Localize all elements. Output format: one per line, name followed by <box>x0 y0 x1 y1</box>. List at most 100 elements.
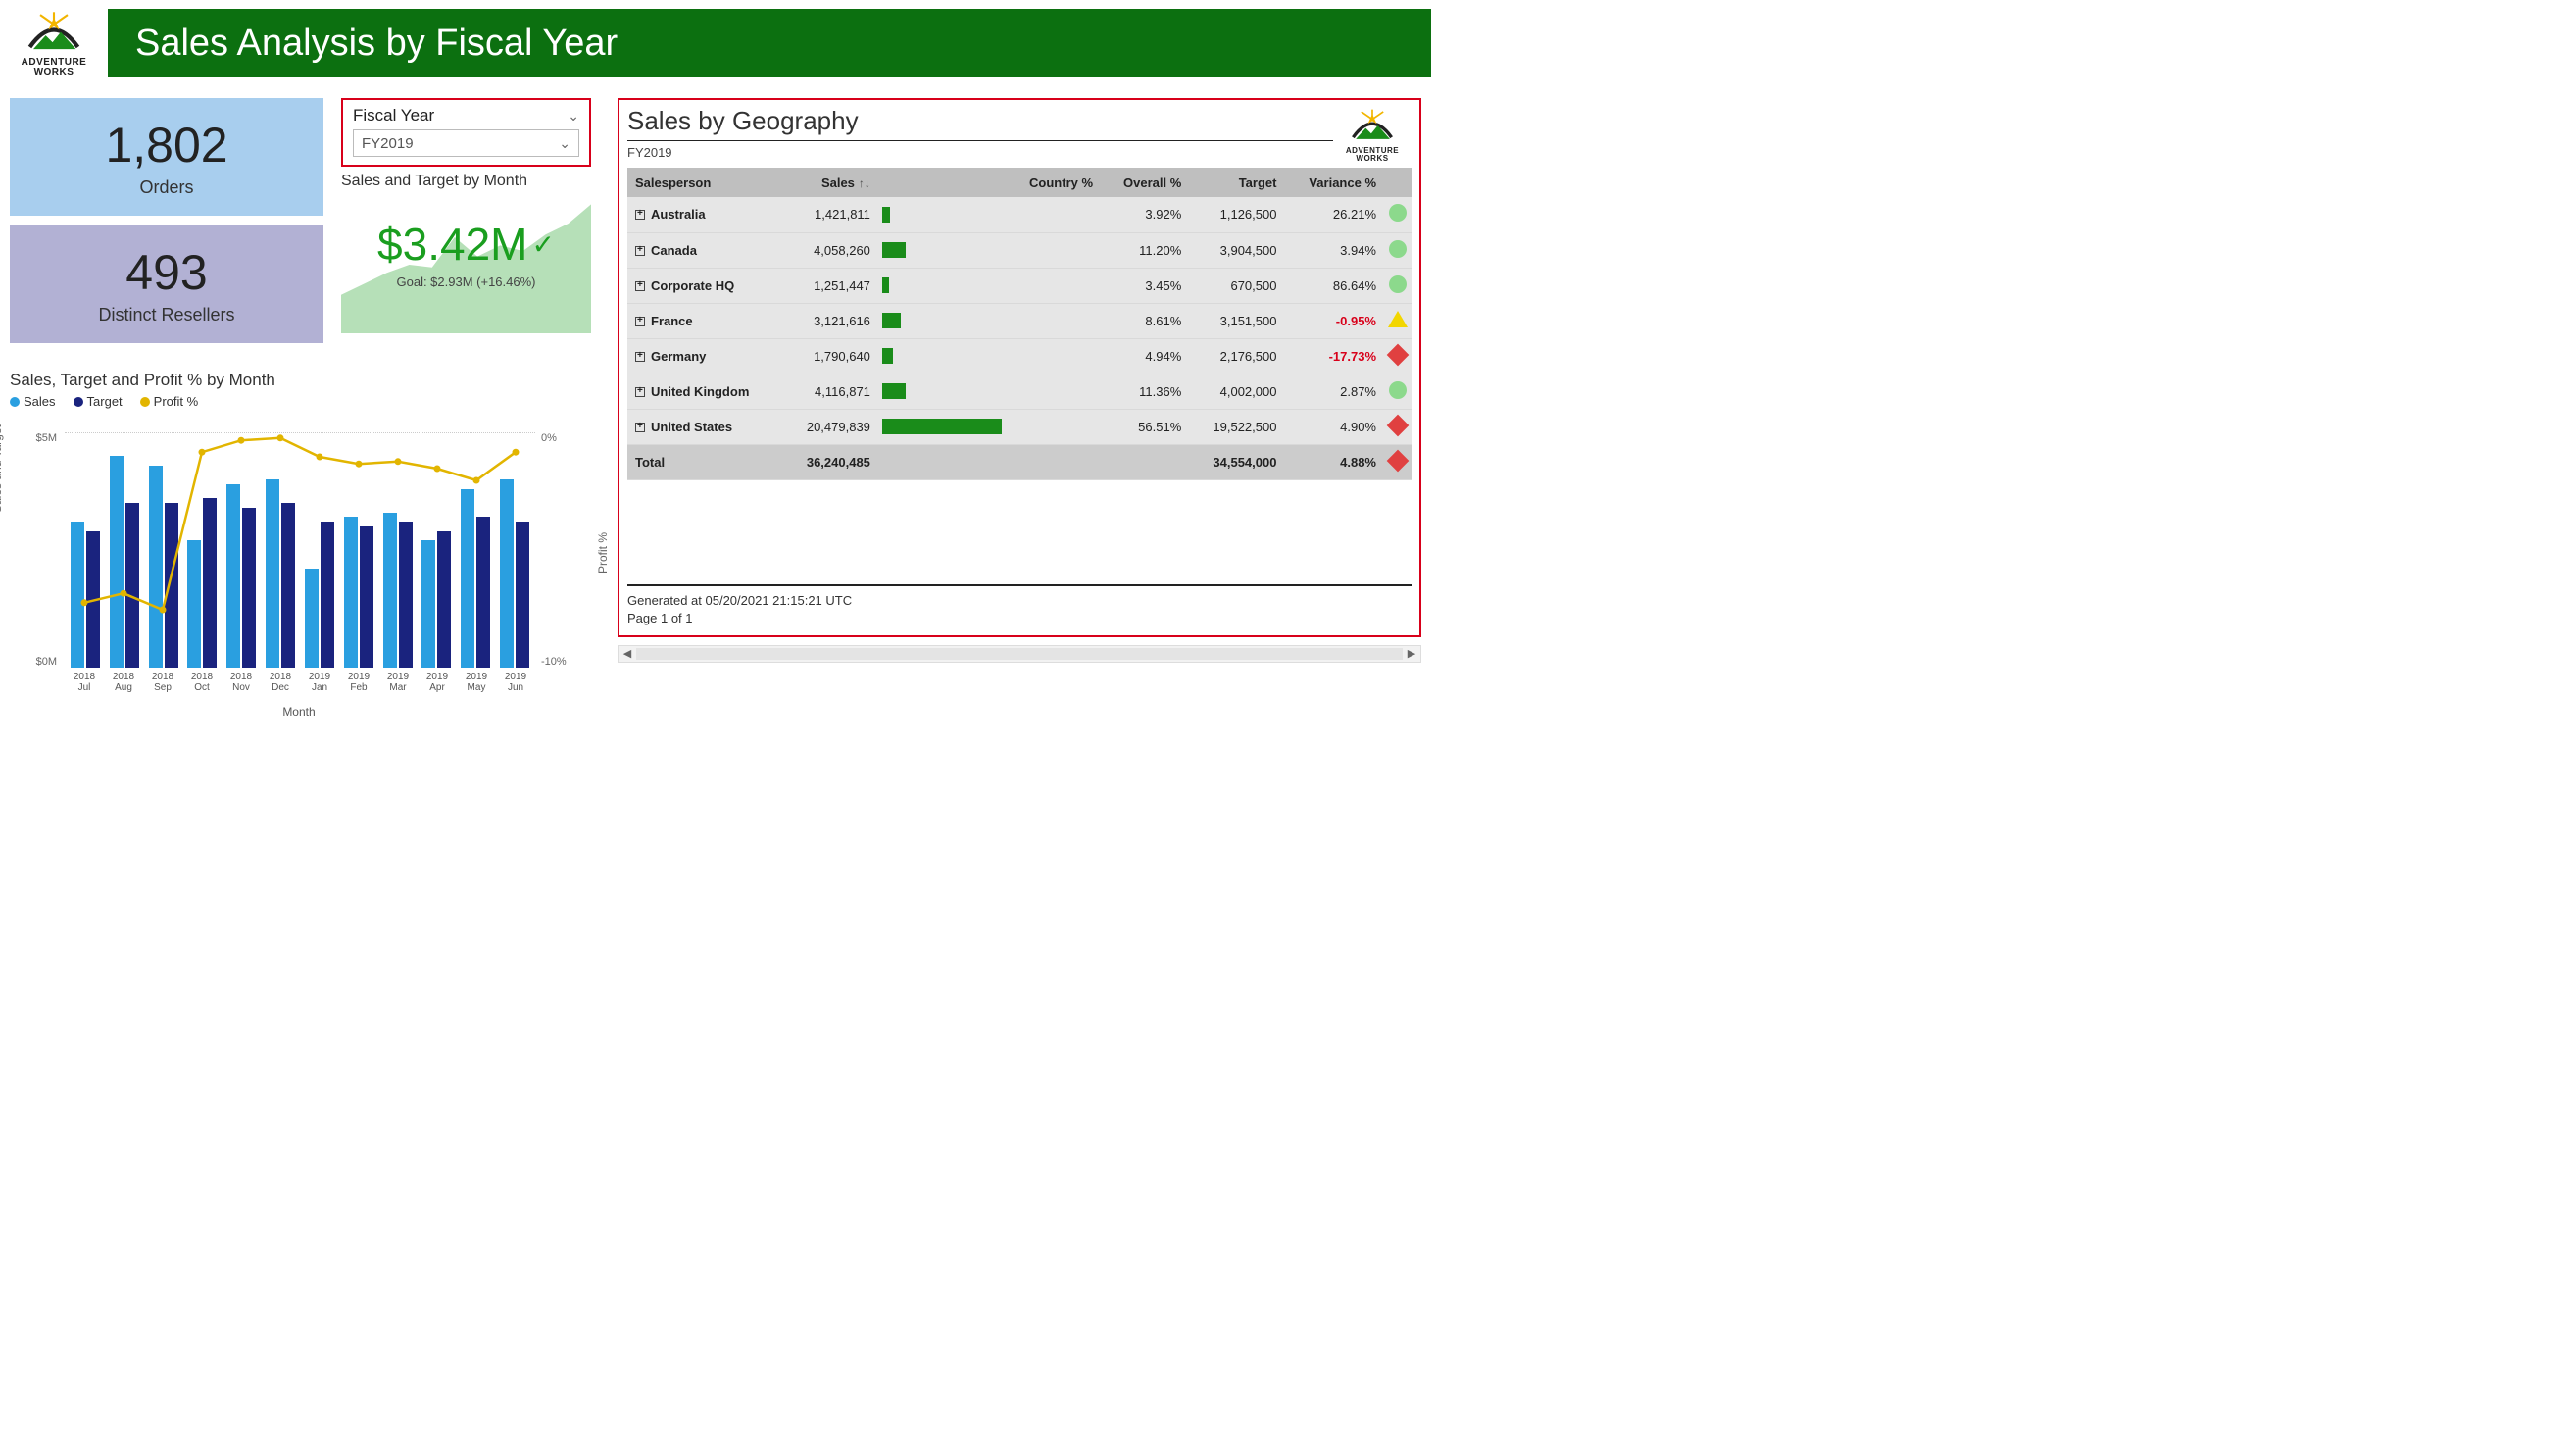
x-tick-label: 2018Sep <box>143 672 182 693</box>
chevron-down-icon[interactable]: ⌄ <box>559 135 570 152</box>
expand-icon[interactable] <box>635 423 645 432</box>
chevron-down-icon[interactable]: ⌄ <box>568 108 579 125</box>
matrix-total-row: Total 36,240,485 34,554,000 4.88% <box>627 444 1412 479</box>
expand-icon[interactable] <box>635 317 645 326</box>
scrollbar-thumb[interactable] <box>636 648 1403 660</box>
target-bar[interactable] <box>437 531 451 668</box>
slicer-label: Fiscal Year <box>353 106 434 125</box>
legend-profit-dot <box>140 397 150 407</box>
kpi-value: $3.42M <box>377 218 527 271</box>
expand-icon[interactable] <box>635 281 645 291</box>
card-distinct-resellers[interactable]: 493 Distinct Resellers <box>10 225 323 343</box>
bar-group[interactable] <box>498 479 531 668</box>
expand-icon[interactable] <box>635 387 645 397</box>
geography-matrix[interactable]: Salesperson Sales↑↓ Country % Overall % … <box>627 168 1412 480</box>
matrix-row[interactable]: France 3,121,616 8.61% 3,151,500 -0.95% <box>627 303 1412 338</box>
sales-bar[interactable] <box>383 513 397 668</box>
x-tick-label: 2018Dec <box>261 672 300 693</box>
sales-by-geography-visual[interactable]: Sales by Geography FY2019 ADVENTUREWORKS <box>618 98 1421 637</box>
brand-logo-small: ADVENTUREWORKS <box>1333 106 1412 163</box>
target-bar[interactable] <box>86 531 100 668</box>
matrix-row[interactable]: United States 20,479,839 56.51% 19,522,5… <box>627 409 1412 444</box>
orders-label: Orders <box>139 177 193 198</box>
sales-bar[interactable] <box>500 479 514 668</box>
col-target[interactable]: Target <box>1189 168 1284 197</box>
y-left-ticks: $5M $0M <box>27 432 57 668</box>
legend-profit: Profit % <box>154 394 199 409</box>
bar-group[interactable] <box>185 498 219 668</box>
sales-bar[interactable] <box>266 479 279 668</box>
col-overall-pct[interactable]: Overall % <box>1101 168 1189 197</box>
target-bar[interactable] <box>203 498 217 668</box>
expand-icon[interactable] <box>635 246 645 256</box>
y-left-axis-label: Sales and Target <box>0 424 4 513</box>
sales-bar[interactable] <box>110 456 124 668</box>
bar-group[interactable] <box>459 489 492 668</box>
combo-chart[interactable]: Sales and Target Profit % $5M $0M 0% -10… <box>10 415 588 728</box>
col-variance-pct[interactable]: Variance % <box>1284 168 1384 197</box>
legend-sales-dot <box>10 397 20 407</box>
expand-icon[interactable] <box>635 352 645 362</box>
combo-chart-title: Sales, Target and Profit % by Month <box>10 371 598 390</box>
scroll-left-icon[interactable]: ◀ <box>619 646 636 662</box>
expand-icon[interactable] <box>635 210 645 220</box>
col-sales[interactable]: Sales↑↓ <box>783 168 878 197</box>
bar-group[interactable] <box>420 531 453 668</box>
fiscal-year-slicer[interactable]: Fiscal Year ⌄ FY2019 ⌄ <box>341 98 591 167</box>
target-bar[interactable] <box>476 517 490 668</box>
bar-group[interactable] <box>147 466 180 668</box>
target-bar[interactable] <box>165 503 178 668</box>
sales-sparkbar <box>882 242 906 258</box>
bar-group[interactable] <box>381 513 415 668</box>
sales-sparkbar <box>882 419 1002 434</box>
horizontal-scrollbar[interactable]: ◀ ▶ <box>618 645 1421 663</box>
x-tick-label: 2019Jan <box>300 672 339 693</box>
sales-bar[interactable] <box>187 540 201 668</box>
sales-sparkbar <box>882 277 889 293</box>
matrix-row[interactable]: Canada 4,058,260 11.20% 3,904,500 3.94% <box>627 232 1412 268</box>
x-tick-label: 2018Jul <box>65 672 104 693</box>
geo-title: Sales by Geography <box>627 106 1333 136</box>
bar-group[interactable] <box>342 517 375 668</box>
card-orders[interactable]: 1,802 Orders <box>10 98 323 216</box>
sort-icon: ↑↓ <box>859 176 870 190</box>
matrix-row[interactable]: United Kingdom 4,116,871 11.36% 4,002,00… <box>627 374 1412 409</box>
sales-bar[interactable] <box>344 517 358 668</box>
sales-bar[interactable] <box>461 489 474 668</box>
bar-group[interactable] <box>69 522 102 668</box>
legend-target-dot <box>74 397 83 407</box>
target-bar[interactable] <box>125 503 139 668</box>
bar-group[interactable] <box>224 484 258 668</box>
brand-logo: ADVENTUREWORKS <box>0 0 108 86</box>
col-country-pct[interactable]: Country % <box>1006 168 1101 197</box>
y-right-ticks: 0% -10% <box>541 432 576 668</box>
target-bar[interactable] <box>516 522 529 668</box>
kpi-title: Sales and Target by Month <box>341 173 591 190</box>
sales-bar[interactable] <box>305 569 319 668</box>
sales-bar[interactable] <box>71 522 84 668</box>
bar-group[interactable] <box>108 456 141 668</box>
bar-group[interactable] <box>264 479 297 668</box>
target-bar[interactable] <box>360 526 373 668</box>
adventureworks-logo-icon <box>1345 106 1400 147</box>
target-bar[interactable] <box>399 522 413 668</box>
sales-bar[interactable] <box>226 484 240 668</box>
matrix-row[interactable]: Germany 1,790,640 4.94% 2,176,500 -17.73… <box>627 338 1412 374</box>
bar-group[interactable] <box>303 522 336 668</box>
matrix-row[interactable]: Australia 1,421,811 3.92% 1,126,500 26.2… <box>627 197 1412 232</box>
col-indicator <box>1384 168 1412 197</box>
resellers-label: Distinct Resellers <box>98 305 234 325</box>
x-tick-label: 2018Nov <box>222 672 261 693</box>
scroll-right-icon[interactable]: ▶ <box>1403 646 1420 662</box>
sales-sparkbar <box>882 313 901 328</box>
col-salesperson[interactable]: Salesperson <box>627 168 783 197</box>
report-header: ADVENTUREWORKS Sales Analysis by Fiscal … <box>0 0 1431 86</box>
kpi-sales-target[interactable]: Sales and Target by Month $3.42M ✓ Goal:… <box>341 173 591 339</box>
target-bar[interactable] <box>321 522 334 668</box>
sales-bar[interactable] <box>421 540 435 668</box>
sales-bar[interactable] <box>149 466 163 668</box>
matrix-row[interactable]: Corporate HQ 1,251,447 3.45% 670,500 86.… <box>627 268 1412 303</box>
slicer-dropdown[interactable]: FY2019 ⌄ <box>353 129 579 157</box>
target-bar[interactable] <box>242 508 256 668</box>
target-bar[interactable] <box>281 503 295 668</box>
